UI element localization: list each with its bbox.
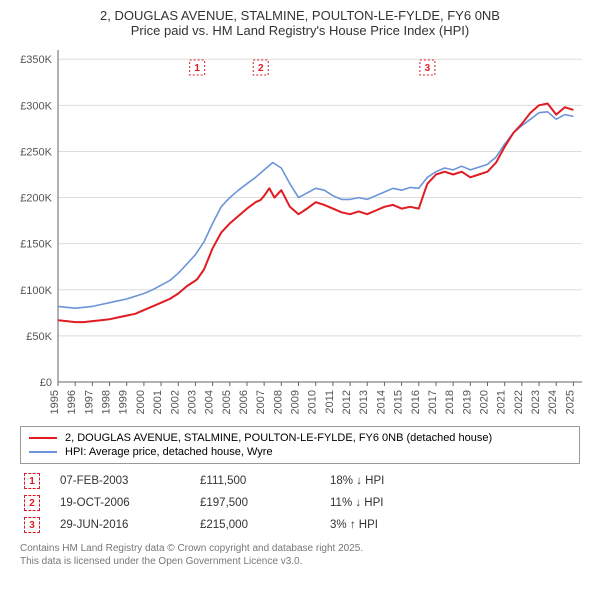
svg-text:2004: 2004 bbox=[204, 390, 216, 414]
footer-line-1: Contains HM Land Registry data © Crown c… bbox=[20, 542, 580, 555]
svg-text:2021: 2021 bbox=[496, 390, 508, 414]
legend-swatch-1 bbox=[29, 437, 57, 439]
title-line-2: Price paid vs. HM Land Registry's House … bbox=[10, 23, 590, 38]
marker-row-1: 1 07-FEB-2003 £111,500 18% ↓ HPI bbox=[20, 470, 580, 492]
footer: Contains HM Land Registry data © Crown c… bbox=[20, 542, 580, 568]
marker-row-3: 3 29-JUN-2016 £215,000 3% ↑ HPI bbox=[20, 514, 580, 536]
marker-badge-1: 1 bbox=[24, 473, 40, 489]
legend-label-1: 2, DOUGLAS AVENUE, STALMINE, POULTON-LE-… bbox=[65, 432, 492, 444]
marker-price-1: £111,500 bbox=[200, 475, 330, 487]
legend-row-1: 2, DOUGLAS AVENUE, STALMINE, POULTON-LE-… bbox=[29, 431, 571, 445]
svg-text:2013: 2013 bbox=[358, 390, 370, 414]
svg-text:2017: 2017 bbox=[427, 390, 439, 414]
svg-text:2025: 2025 bbox=[564, 390, 576, 414]
svg-text:2003: 2003 bbox=[186, 390, 198, 414]
svg-text:2006: 2006 bbox=[238, 390, 250, 414]
svg-text:2008: 2008 bbox=[272, 390, 284, 414]
svg-text:2: 2 bbox=[258, 63, 264, 74]
markers-table: 1 07-FEB-2003 £111,500 18% ↓ HPI 2 19-OC… bbox=[20, 470, 580, 536]
svg-text:2019: 2019 bbox=[461, 390, 473, 414]
svg-text:3: 3 bbox=[425, 63, 431, 74]
svg-text:2007: 2007 bbox=[255, 390, 267, 414]
svg-text:£250K: £250K bbox=[20, 146, 52, 158]
svg-text:2009: 2009 bbox=[290, 390, 302, 414]
legend-swatch-2 bbox=[29, 451, 57, 453]
svg-text:2010: 2010 bbox=[307, 390, 319, 414]
chart-svg: £0 £50K £100K £150K £200K £250K £300K £350K 1995… bbox=[10, 42, 590, 422]
legend: 2, DOUGLAS AVENUE, STALMINE, POULTON-LE-… bbox=[20, 426, 580, 464]
legend-row-2: HPI: Average price, detached house, Wyre bbox=[29, 445, 571, 459]
svg-text:£100K: £100K bbox=[20, 285, 52, 297]
legend-label-2: HPI: Average price, detached house, Wyre bbox=[65, 446, 273, 458]
marker-date-2: 19-OCT-2006 bbox=[60, 497, 200, 509]
svg-text:1: 1 bbox=[194, 63, 200, 74]
marker-delta-3: 3% ↑ HPI bbox=[330, 519, 460, 531]
marker-badge-2: 2 bbox=[24, 495, 40, 511]
marker-delta-1: 18% ↓ HPI bbox=[330, 475, 460, 487]
svg-text:2014: 2014 bbox=[375, 390, 387, 414]
footer-line-2: This data is licensed under the Open Gov… bbox=[20, 555, 580, 568]
svg-text:2011: 2011 bbox=[324, 390, 336, 414]
svg-text:1996: 1996 bbox=[66, 390, 78, 414]
svg-text:£0: £0 bbox=[40, 377, 52, 389]
svg-text:2002: 2002 bbox=[169, 390, 181, 414]
marker-delta-2: 11% ↓ HPI bbox=[330, 497, 460, 509]
svg-text:2005: 2005 bbox=[221, 390, 233, 414]
svg-text:1999: 1999 bbox=[118, 390, 130, 414]
svg-text:1998: 1998 bbox=[101, 390, 113, 414]
svg-text:2023: 2023 bbox=[530, 390, 542, 414]
svg-text:2020: 2020 bbox=[479, 390, 491, 414]
marker-date-3: 29-JUN-2016 bbox=[60, 519, 200, 531]
marker-price-3: £215,000 bbox=[200, 519, 330, 531]
svg-text:2000: 2000 bbox=[135, 390, 147, 414]
svg-text:£200K: £200K bbox=[20, 193, 52, 205]
page-container: { "title": { "line1": "2, DOUGLAS AVENUE… bbox=[0, 0, 600, 574]
marker-row-2: 2 19-OCT-2006 £197,500 11% ↓ HPI bbox=[20, 492, 580, 514]
marker-badge-3: 3 bbox=[24, 517, 40, 533]
svg-text:2001: 2001 bbox=[152, 390, 164, 414]
svg-text:2016: 2016 bbox=[410, 390, 422, 414]
svg-text:2012: 2012 bbox=[341, 390, 353, 414]
svg-text:£150K: £150K bbox=[20, 239, 52, 251]
title-line-1: 2, DOUGLAS AVENUE, STALMINE, POULTON-LE-… bbox=[10, 8, 590, 23]
svg-text:1997: 1997 bbox=[83, 390, 95, 414]
svg-text:2015: 2015 bbox=[393, 390, 405, 414]
chart-area: £0 £50K £100K £150K £200K £250K £300K £350K 1995… bbox=[10, 42, 590, 422]
marker-price-2: £197,500 bbox=[200, 497, 330, 509]
svg-text:2024: 2024 bbox=[547, 390, 559, 414]
svg-text:£300K: £300K bbox=[20, 100, 52, 112]
marker-date-1: 07-FEB-2003 bbox=[60, 475, 200, 487]
svg-text:£350K: £350K bbox=[20, 54, 52, 66]
svg-text:2022: 2022 bbox=[513, 390, 525, 414]
svg-text:£50K: £50K bbox=[26, 331, 52, 343]
chart-title: 2, DOUGLAS AVENUE, STALMINE, POULTON-LE-… bbox=[10, 8, 590, 38]
svg-text:2018: 2018 bbox=[444, 390, 456, 414]
svg-text:1995: 1995 bbox=[49, 390, 61, 414]
